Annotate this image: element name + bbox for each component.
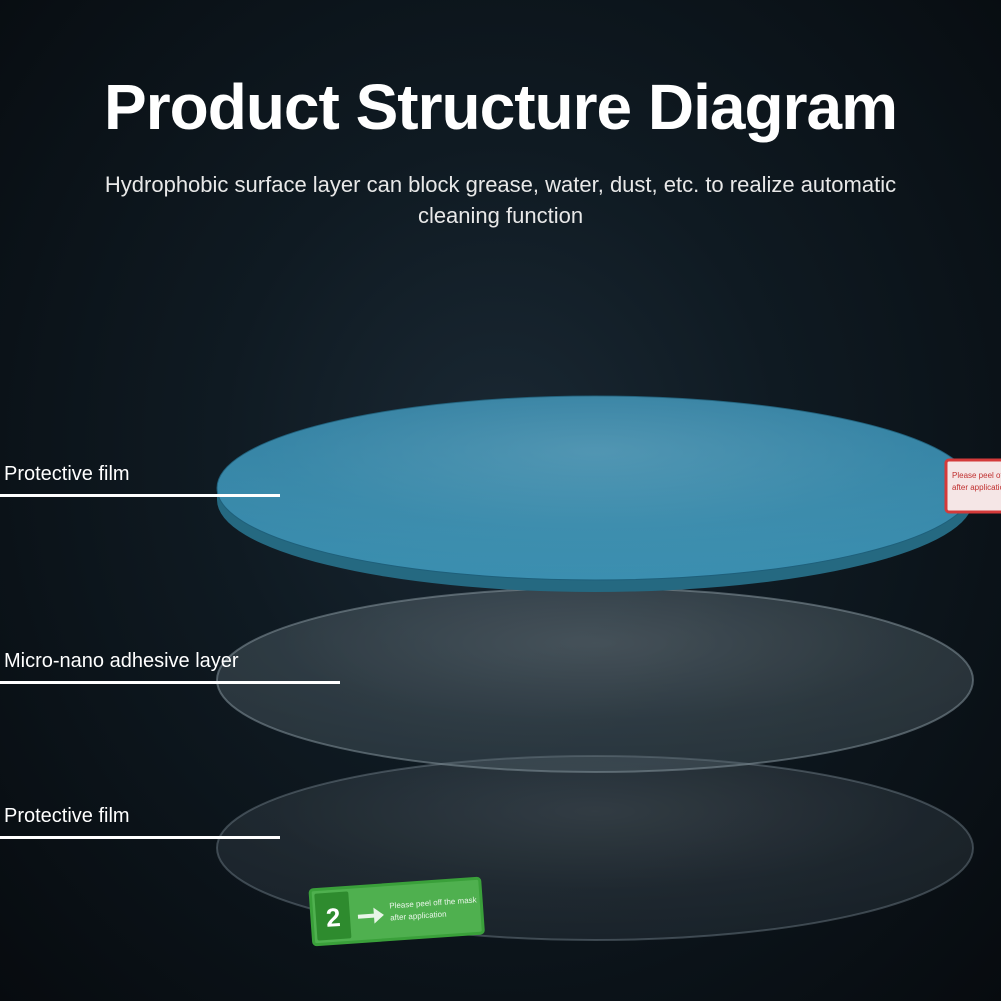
label-adhesive: Micro-nano adhesive layer xyxy=(0,650,340,684)
tab-red: Please peel off the mask after applicati… xyxy=(946,460,1001,512)
svg-text:2: 2 xyxy=(325,902,342,933)
label-protective-top: Protective film xyxy=(0,463,280,497)
svg-text:after application: after application xyxy=(952,483,1001,492)
layer-top xyxy=(217,396,973,592)
label-protective-bottom: Protective film xyxy=(0,805,280,839)
tab-green: 2 Please peel off the mask after applica… xyxy=(310,878,483,945)
svg-text:Please peel off the mask: Please peel off the mask xyxy=(952,471,1001,480)
structure-diagram: Please peel off the mask after applicati… xyxy=(0,0,1001,1001)
